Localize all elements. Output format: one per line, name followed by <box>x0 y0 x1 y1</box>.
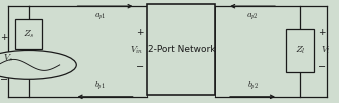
Text: $Z_l$: $Z_l$ <box>295 45 305 56</box>
Text: −: − <box>0 75 8 85</box>
Text: $a_{p2}$: $a_{p2}$ <box>246 11 259 22</box>
Bar <box>147 4 215 95</box>
Text: −: − <box>136 62 144 72</box>
Circle shape <box>0 50 76 79</box>
Text: $a_{p1}$: $a_{p1}$ <box>94 11 106 22</box>
Text: $b_{p2}$: $b_{p2}$ <box>247 80 258 92</box>
Bar <box>15 19 42 49</box>
Text: +: + <box>0 33 8 42</box>
Text: $V_l$: $V_l$ <box>321 44 330 56</box>
Bar <box>286 29 314 72</box>
Text: 2-Port Network: 2-Port Network <box>147 45 215 54</box>
Text: +: + <box>136 28 144 37</box>
Text: +: + <box>318 28 326 37</box>
Text: $b_{p1}$: $b_{p1}$ <box>94 80 106 92</box>
Text: $Z_s$: $Z_s$ <box>23 28 35 40</box>
Text: −: − <box>318 62 326 72</box>
Text: $V_s$: $V_s$ <box>2 53 13 64</box>
Text: $V_{in}$: $V_{in}$ <box>130 44 143 56</box>
